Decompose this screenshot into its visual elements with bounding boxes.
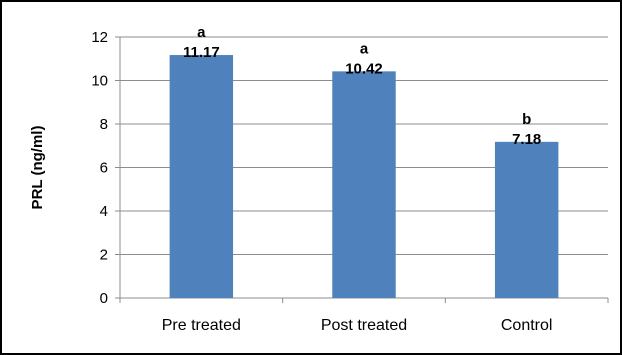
bars [169,55,559,299]
y-axis-title: PRL (ng/ml) [29,126,46,210]
y-tick-label: 10 [91,73,108,90]
x-category-label: Control [501,317,553,334]
bar [169,55,234,298]
y-tick-label: 4 [100,203,108,220]
x-category-label: Pre treated [162,317,241,334]
bar [494,141,559,298]
bar-value-label: 7.18 [512,131,541,148]
significance-letter: b [522,111,531,128]
bar-value-label: 11.17 [183,44,220,61]
significance-letter: a [197,24,206,41]
significance-letter: a [360,40,369,57]
x-category-label: Post treated [321,317,407,334]
bar [332,71,396,299]
y-tick-label: 2 [100,247,108,264]
bar-value-label: 10.42 [345,60,383,77]
labels: 0 2 4 6 8 10 12 Pre treated 11.17 a Post treated 10… [91,24,552,334]
y-tick-label: 0 [100,290,108,307]
y-tick-label: 12 [91,29,108,46]
y-tick-label: 6 [100,160,108,177]
y-tick-label: 8 [100,116,108,133]
